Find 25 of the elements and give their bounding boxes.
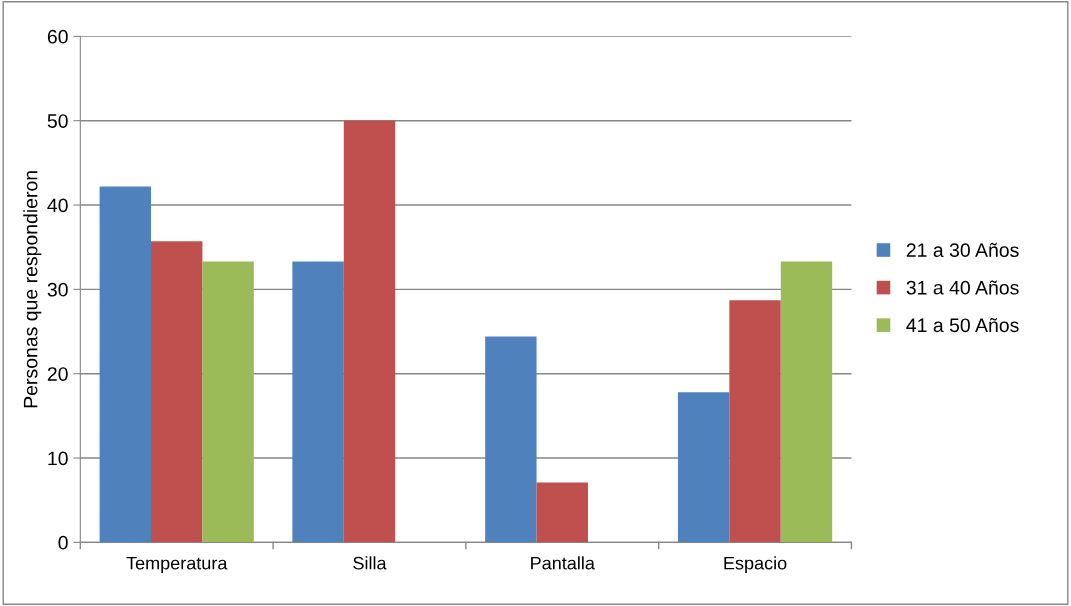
legend-label: 31 a 40 Años [906,280,1019,295]
y-tick-label: 60 [47,29,68,44]
legend-label: 41 a 50 Años [906,318,1019,333]
x-tick-label: Temperatura [126,556,228,574]
bar [677,392,730,543]
legend-label: 21 a 30 Años [906,242,1019,258]
bar [485,336,537,543]
x-tick-label: Silla [353,556,387,570]
y-tick-label: 30 [47,282,68,297]
y-tick-label: 20 [47,367,68,381]
bar [99,186,152,543]
bar [536,482,588,543]
bar [151,241,203,543]
bar [292,261,344,543]
y-tick-label: 0 [58,535,68,550]
bar [729,300,781,543]
bar [202,261,254,543]
x-tick-label: Espacio [724,556,787,574]
y-axis-title: Personas que respondieron [23,171,42,408]
bar [780,261,833,543]
y-tick-label: 10 [48,451,68,466]
y-tick-label: 40 [47,198,68,213]
y-tick-label: 50 [47,114,68,128]
bar [343,120,396,543]
x-tick-label: Pantalla [531,556,595,570]
